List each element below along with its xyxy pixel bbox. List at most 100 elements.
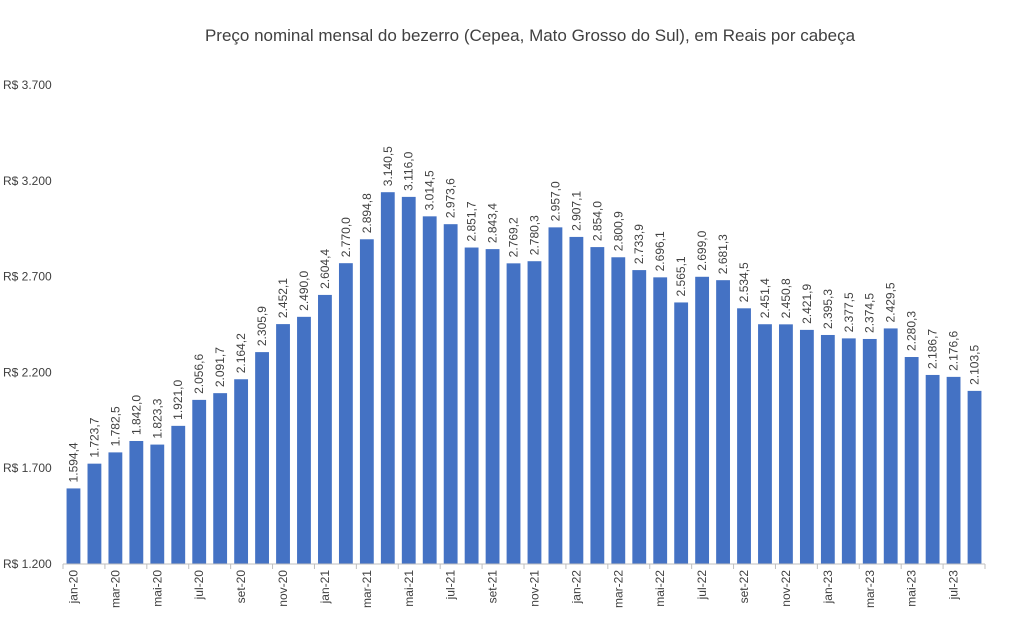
data-label: 2.429,5 — [884, 282, 898, 322]
bar — [946, 376, 961, 564]
x-tick-label: set-21 — [486, 570, 500, 604]
data-label: 2.907,1 — [569, 191, 583, 231]
x-axis: jan-20 mar-20 mai-20 jul-20 set-20 nov-20 jan-… — [62, 563, 986, 608]
data-label: 3.140,5 — [381, 146, 395, 186]
x-tick-label: jan-22 — [569, 570, 583, 605]
y-tick-label: R$ 1.700 — [3, 461, 52, 475]
data-label: 1.723,7 — [87, 417, 101, 457]
bar — [569, 236, 584, 565]
x-tick-label: nov-21 — [527, 570, 541, 607]
bar — [883, 328, 898, 564]
bar — [401, 196, 416, 564]
bar — [297, 316, 311, 564]
data-label: 2.103,5 — [968, 345, 982, 385]
x-tick-label: mar-23 — [863, 570, 877, 608]
data-label: 1.594,4 — [66, 442, 80, 482]
bar — [276, 324, 290, 564]
x-tick-label: set-20 — [234, 570, 248, 604]
data-label: 2.534,5 — [737, 262, 751, 302]
bar — [66, 488, 81, 564]
bar — [443, 224, 458, 564]
y-tick-label: R$ 3.700 — [3, 78, 52, 92]
data-label: 2.699,0 — [695, 230, 709, 270]
data-label: 2.604,4 — [318, 249, 332, 289]
data-label: 2.681,3 — [716, 234, 730, 274]
x-tick-label: jan-21 — [318, 570, 332, 605]
data-label: 3.116,0 — [402, 151, 416, 190]
data-label: 2.451,4 — [758, 278, 772, 318]
bar — [799, 329, 814, 564]
data-label: 2.854,0 — [590, 201, 604, 241]
x-tick-label: nov-22 — [779, 570, 793, 607]
data-label: 2.770,0 — [339, 217, 353, 257]
x-tick-label: mai-22 — [653, 570, 667, 607]
data-label: 2.280,3 — [905, 311, 919, 351]
bar — [862, 338, 877, 564]
x-tick-label: jan-20 — [66, 570, 80, 605]
data-label: 2.957,0 — [548, 181, 562, 221]
data-label: 2.894,8 — [360, 193, 374, 233]
y-tick-label: R$ 3.200 — [3, 174, 52, 188]
x-tick-label: mar-22 — [611, 570, 625, 608]
data-label: 2.780,3 — [527, 215, 541, 255]
data-label: 2.186,7 — [926, 329, 940, 369]
bar — [129, 440, 144, 564]
data-label: 2.377,5 — [842, 292, 856, 332]
bar — [527, 261, 542, 564]
data-label: 2.565,1 — [674, 256, 688, 296]
data-label: 2.421,9 — [800, 284, 814, 324]
data-label: 2.450,8 — [779, 278, 793, 318]
data-label: 2.305,9 — [255, 306, 269, 346]
bar — [653, 277, 668, 564]
bar — [108, 452, 123, 564]
bar — [87, 463, 102, 564]
bar — [737, 308, 751, 564]
data-label: 2.733,9 — [632, 224, 646, 264]
bar — [485, 249, 500, 564]
bar — [674, 302, 689, 564]
bar — [380, 192, 395, 564]
x-tick-label: mai-23 — [905, 570, 919, 607]
x-tick-label: nov-20 — [276, 570, 290, 607]
bar — [359, 239, 374, 564]
data-label: 2.164,2 — [234, 333, 248, 373]
data-label: 2.843,4 — [486, 203, 500, 243]
bar — [904, 357, 919, 564]
data-label: 2.769,2 — [507, 217, 521, 257]
y-tick-label: R$ 2.700 — [3, 270, 52, 284]
bar — [695, 276, 710, 564]
bar — [234, 379, 249, 564]
bar — [548, 227, 563, 565]
bar-series — [66, 192, 982, 565]
y-tick-label: R$ 1.200 — [3, 557, 52, 571]
data-label: 2.490,0 — [297, 270, 311, 310]
bar — [925, 374, 940, 564]
x-tick-label: mar-21 — [360, 570, 374, 608]
bar — [779, 324, 793, 564]
data-label: 2.056,6 — [192, 354, 206, 394]
x-tick-label: set-22 — [737, 570, 751, 604]
data-label: 2.851,7 — [465, 201, 479, 241]
x-tick-label: jul-22 — [695, 570, 709, 601]
x-tick-label: mai-21 — [402, 570, 416, 607]
data-label: 2.374,5 — [863, 293, 877, 333]
bar — [716, 280, 730, 564]
x-tick-label: jul-23 — [947, 570, 961, 601]
bar — [967, 390, 982, 564]
bar — [318, 294, 332, 564]
data-label: 2.091,7 — [213, 347, 227, 387]
data-label: 1.823,3 — [150, 398, 164, 438]
data-label: 2.395,3 — [821, 289, 835, 329]
data-label: 1.842,0 — [129, 395, 143, 435]
bar — [632, 270, 647, 564]
bar — [758, 324, 772, 564]
y-tick-label: R$ 2.200 — [3, 365, 52, 379]
data-label: 1.782,5 — [108, 406, 122, 446]
y-axis: R$ 1.200 R$ 1.700 R$ 2.200 R$ 2.700 R$ 3.200… — [3, 78, 52, 571]
bar — [192, 399, 207, 564]
bar — [820, 334, 835, 564]
data-label: 2.800,9 — [611, 211, 625, 251]
bar — [255, 352, 269, 564]
bar — [338, 263, 353, 564]
